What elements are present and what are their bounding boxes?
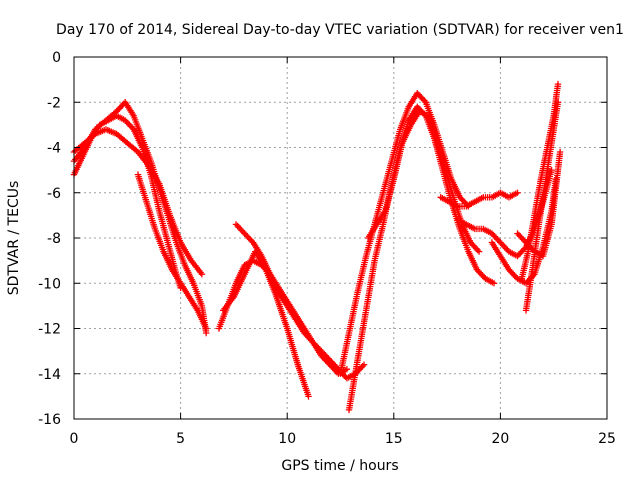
y-tick-label-3: -6 bbox=[47, 186, 61, 202]
y-tick-label-1: -2 bbox=[47, 95, 61, 111]
x-tick-label-5: 25 bbox=[598, 431, 616, 447]
chart-title: Day 170 of 2014, Sidereal Day-to-day VTE… bbox=[56, 22, 624, 38]
y-tick-label-4: -8 bbox=[47, 231, 61, 247]
series-track-7 bbox=[232, 221, 368, 382]
series-track-4 bbox=[134, 171, 210, 332]
y-tick-label-5: -10 bbox=[38, 276, 61, 292]
series-markers-10 bbox=[365, 108, 483, 255]
x-axis-label: GPS time / hours bbox=[281, 458, 398, 474]
series-markers-4 bbox=[134, 171, 210, 332]
series-track-10 bbox=[365, 108, 483, 255]
series-markers-11 bbox=[437, 189, 521, 210]
series-track-14 bbox=[514, 148, 564, 260]
y-tick-label-8: -16 bbox=[38, 412, 61, 428]
y-tick-label-7: -14 bbox=[38, 367, 61, 383]
x-axis-ticks: 0 5 10 15 20 25 bbox=[70, 57, 616, 447]
series-markers-14 bbox=[514, 148, 564, 260]
y-axis-label: SDTVAR / TECUs bbox=[6, 181, 22, 296]
x-tick-label-2: 10 bbox=[278, 431, 296, 447]
y-tick-label-2: -4 bbox=[47, 141, 61, 157]
x-tick-label-1: 5 bbox=[176, 431, 185, 447]
y-axis-ticks: 0 -2 -4 -6 -8 -10 -12 -14 -16 bbox=[38, 50, 607, 428]
x-tick-label-0: 0 bbox=[70, 431, 79, 447]
series-track-16 bbox=[518, 80, 562, 282]
series-markers-16 bbox=[518, 80, 562, 282]
series-track-11 bbox=[437, 189, 521, 210]
y-tick-label-6: -12 bbox=[38, 322, 61, 338]
series-markers-7 bbox=[232, 221, 368, 382]
y-tick-label-0: 0 bbox=[52, 50, 61, 66]
series-markers-8 bbox=[337, 90, 472, 377]
x-tick-label-3: 15 bbox=[385, 431, 403, 447]
series-track-8 bbox=[337, 90, 472, 377]
x-tick-label-4: 20 bbox=[491, 431, 509, 447]
